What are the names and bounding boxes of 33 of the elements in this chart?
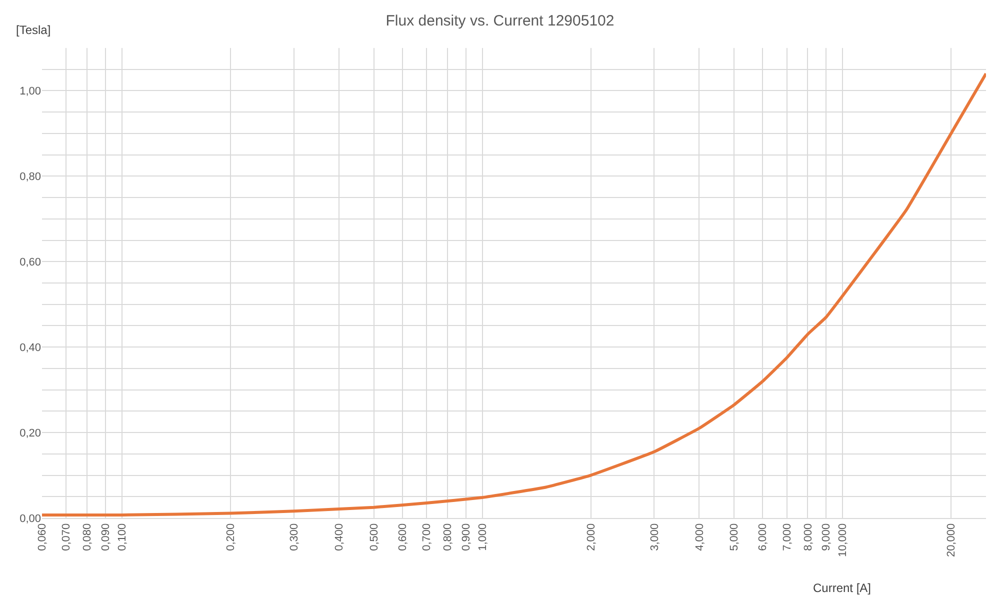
x-tick-label: 0,100 [116, 523, 129, 551]
x-tick-label: 0,060 [36, 523, 49, 551]
x-tick-label: 0,500 [368, 523, 380, 551]
x-tick-label: 7,000 [781, 523, 794, 551]
x-tick-label: 6,000 [757, 523, 770, 551]
x-tick-label: 0,600 [396, 523, 409, 551]
x-tick-label: 20,000 [946, 523, 958, 558]
x-tick-label: 4,000 [694, 523, 706, 551]
x-tick-label: 2,000 [585, 523, 598, 551]
y-tick-label: 0,00 [20, 512, 41, 525]
x-axis-title: Current [A] [813, 581, 872, 595]
x-tick-label: 0,090 [100, 523, 112, 551]
x-tick-label: 0,200 [224, 523, 237, 551]
x-tick-label: 0,800 [442, 523, 454, 551]
x-tick-label: 1,000 [476, 523, 489, 551]
y-tick-label: 0,20 [20, 427, 41, 440]
y-tick-label: 0,40 [20, 342, 41, 354]
y-tick-label: 0,60 [20, 256, 41, 268]
x-tick-label: 0,300 [288, 523, 300, 551]
y-tick-label: 1,00 [20, 86, 41, 98]
x-tick-label: 8,000 [802, 523, 814, 551]
chart-title: Flux density vs. Current 12905102 [386, 12, 614, 30]
x-tick-label: 3,000 [648, 523, 661, 551]
x-tick-label: 5,000 [728, 523, 741, 551]
y-axis-title: [Tesla] [16, 23, 51, 37]
x-tick-label: 0,070 [60, 523, 73, 551]
x-tick-label: 0,700 [421, 523, 434, 551]
x-tick-label: 0,900 [460, 523, 472, 551]
x-tick-label: 0,400 [333, 523, 346, 551]
x-tick-label: 0,080 [82, 523, 94, 551]
x-tick-label: 10,000 [837, 523, 850, 558]
x-tick-label: 9,000 [820, 523, 833, 551]
y-tick-label: 0,80 [20, 171, 41, 184]
